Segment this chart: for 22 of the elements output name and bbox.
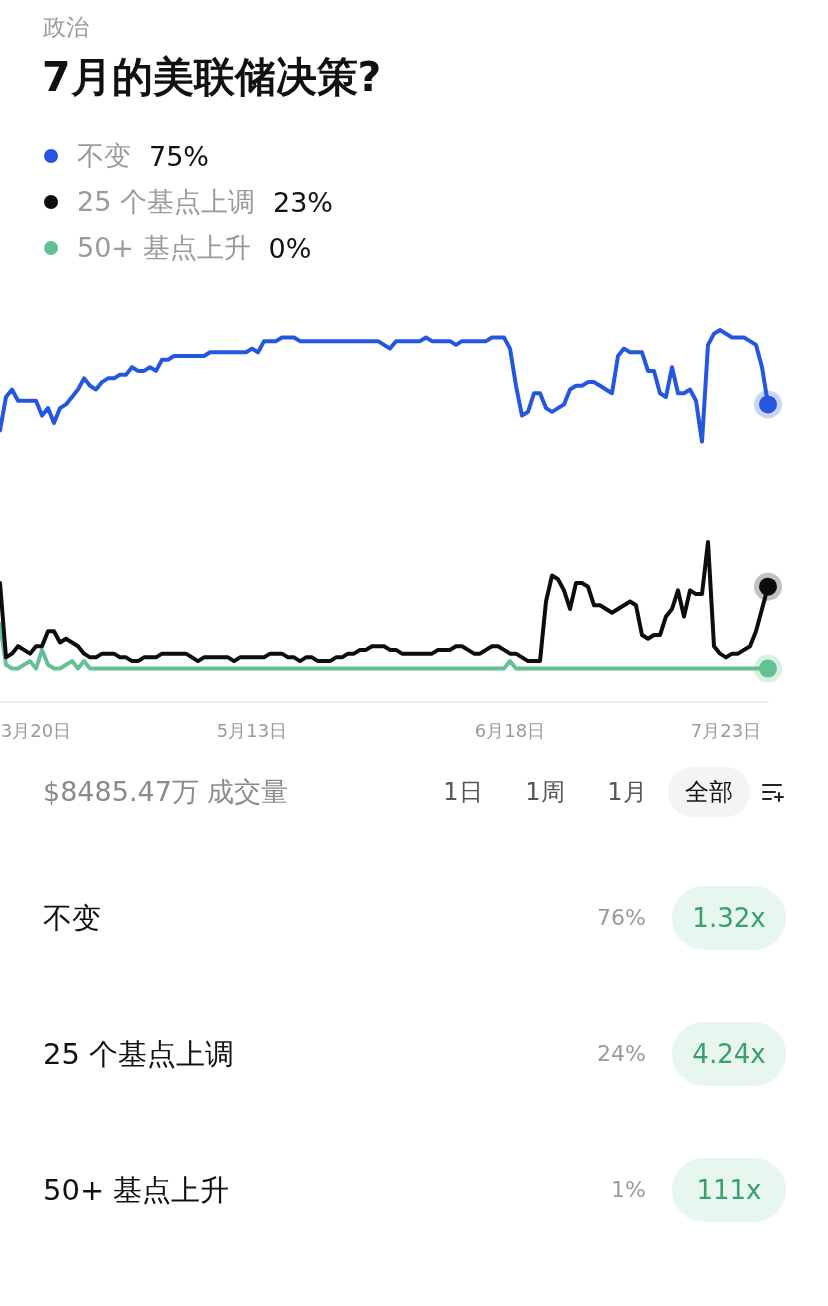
chart-subtitle: 政治 (43, 13, 89, 42)
text: 75% (149, 140, 210, 172)
text: 1% (611, 1176, 646, 1204)
legend-label: 25 个基点上调 (77, 185, 255, 219)
x-tick-label: 5月13日 (216, 720, 288, 742)
legend-label: 50+ 基点上升 (77, 231, 251, 265)
x-tick-label: 6月18日 (474, 720, 546, 742)
chart-title: 7月的美联储决策? (42, 52, 382, 102)
text: 76% (597, 904, 646, 932)
text: 24% (597, 1040, 646, 1068)
text: 1周 (524, 777, 566, 808)
text: 0% (268, 232, 312, 264)
x-tick-label: 3月20日 (0, 720, 72, 742)
text: 不变 (43, 900, 101, 937)
text: 1月 (606, 777, 648, 808)
text: 1日 (442, 777, 484, 808)
text: 23% (272, 186, 333, 218)
legend-label: 不变 (77, 139, 131, 173)
text: 50+ 基点上升 (43, 1172, 230, 1209)
text: 25 个基点上调 (43, 1036, 235, 1073)
text: $8485.47万 成交量 (43, 775, 289, 809)
x-tick-label: 7月23日 (690, 720, 762, 742)
